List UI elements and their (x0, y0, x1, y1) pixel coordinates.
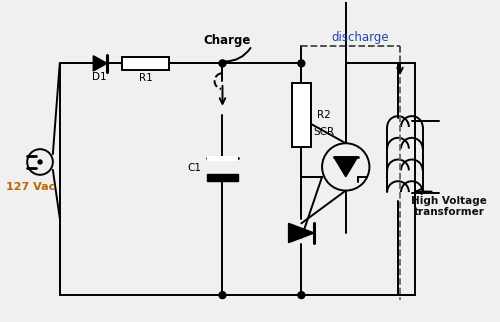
Bar (206, 174, 238, 181)
Text: Charge: Charge (204, 33, 251, 47)
Polygon shape (94, 56, 107, 71)
Bar (122, 57, 169, 70)
Text: D1: D1 (92, 72, 106, 82)
Text: 127 Vac: 127 Vac (6, 182, 55, 192)
Text: C1: C1 (188, 163, 202, 173)
Text: High Voltage
transformer: High Voltage transformer (412, 195, 487, 217)
Text: R2: R2 (317, 110, 331, 120)
Text: SCR: SCR (314, 128, 334, 137)
Circle shape (219, 292, 226, 298)
Circle shape (298, 292, 305, 298)
Text: discharge: discharge (332, 31, 390, 44)
Circle shape (219, 60, 226, 67)
Polygon shape (334, 157, 357, 177)
Circle shape (38, 160, 42, 164)
Bar (206, 156, 238, 161)
Bar (292, 83, 311, 147)
Text: R1: R1 (138, 73, 152, 83)
Circle shape (298, 60, 305, 67)
Polygon shape (288, 223, 314, 243)
